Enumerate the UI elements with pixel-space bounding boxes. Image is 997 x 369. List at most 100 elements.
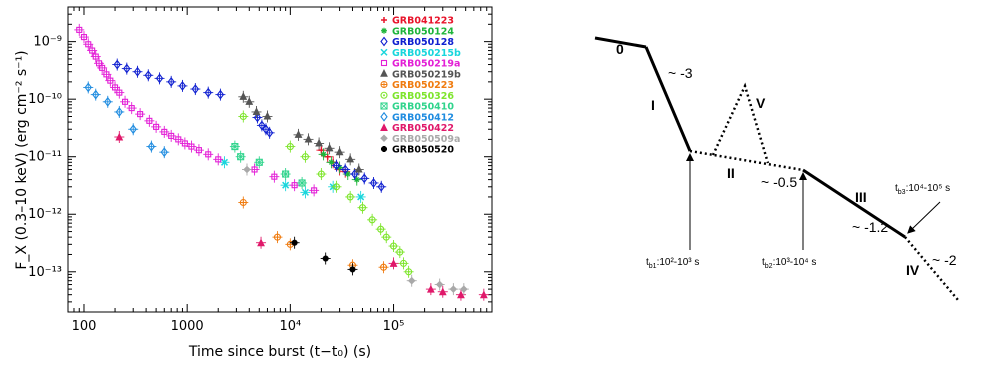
- data-point: [438, 287, 447, 296]
- data-point: [328, 159, 335, 166]
- data-point: [239, 112, 247, 121]
- data-point: [332, 183, 341, 191]
- data-point: [449, 285, 458, 293]
- legend-symbol: [380, 111, 388, 122]
- legend-entry: GRB050215b: [392, 48, 461, 59]
- data-point: [389, 259, 398, 267]
- data-point: [301, 188, 309, 196]
- data-point: [205, 151, 212, 158]
- x-tick-label: 1000: [171, 319, 204, 334]
- data-point: [103, 71, 110, 78]
- data-point: [389, 242, 398, 250]
- arrow-tb3: [907, 201, 941, 234]
- data-point: [335, 147, 344, 156]
- legend-entry: GRB041223: [392, 16, 454, 27]
- x-axis-ticks: 100 1000 10⁴ 10⁵: [67, 7, 493, 334]
- x-axis-label: Time since burst (t−t₀) (s): [188, 344, 371, 360]
- segment-label-0: 0: [616, 41, 624, 57]
- data-point: [237, 153, 245, 161]
- data-point: [121, 98, 129, 105]
- data-point: [341, 164, 349, 175]
- legend: GRB041223GRB050124GRB050128GRB050215bGRB…: [380, 16, 461, 156]
- data-point: [115, 107, 124, 117]
- data-point: [360, 173, 368, 184]
- legend-entry: GRB050422: [392, 123, 454, 134]
- segment-0-line: [594, 36, 647, 49]
- segment-label-IV: IV: [906, 262, 920, 278]
- data-points: [74, 23, 489, 301]
- segment-III-line: [802, 168, 906, 239]
- data-point: [111, 84, 119, 91]
- y-tick-label: 10⁻¹³: [28, 265, 62, 280]
- data-point: [191, 84, 200, 94]
- data-point: [353, 176, 360, 183]
- data-point: [354, 164, 363, 173]
- data-point: [399, 259, 408, 267]
- legend-entry: GRB050326: [392, 91, 454, 102]
- x-tick-label: 10⁴: [279, 319, 301, 334]
- data-point: [178, 81, 187, 91]
- data-point: [113, 59, 121, 70]
- data-point: [282, 170, 290, 178]
- data-point: [357, 193, 365, 201]
- data-point: [377, 225, 385, 233]
- data-point: [167, 76, 175, 87]
- data-point: [147, 141, 156, 152]
- data-point: [188, 143, 195, 150]
- data-point: [216, 89, 225, 100]
- legend-symbol: [380, 102, 388, 110]
- data-point: [245, 97, 254, 105]
- data-point: [85, 41, 92, 48]
- data-point: [243, 165, 251, 174]
- legend-entry: GRB050223: [392, 80, 454, 91]
- data-point: [304, 134, 313, 143]
- data-point: [116, 89, 123, 96]
- data-point: [220, 158, 229, 166]
- data-point: [350, 169, 359, 179]
- data-point: [368, 216, 376, 224]
- data-point: [129, 124, 137, 135]
- data-point: [460, 285, 468, 293]
- legend-entry: GRB050412: [392, 112, 454, 123]
- data-point: [317, 170, 325, 178]
- data-point: [84, 82, 92, 93]
- data-point: [344, 171, 351, 178]
- data-point: [255, 158, 263, 166]
- data-point: [377, 181, 385, 192]
- data-point: [239, 198, 247, 207]
- data-point: [271, 173, 278, 180]
- legend-symbol: [380, 48, 388, 56]
- data-point: [107, 77, 114, 84]
- legend-symbol: [380, 123, 388, 132]
- data-point: [298, 179, 306, 187]
- data-point: [265, 127, 274, 138]
- data-point: [382, 233, 390, 241]
- data-point: [273, 233, 282, 241]
- slope-label-I: ~ -3: [668, 65, 693, 81]
- data-point: [379, 263, 388, 271]
- data-point: [291, 182, 298, 189]
- data-point: [479, 290, 488, 299]
- data-point: [294, 130, 303, 138]
- slope-label-II: ~ -0.5: [761, 174, 797, 190]
- data-point: [181, 140, 188, 147]
- segment-IV-line: [904, 236, 959, 301]
- y-axis-label-group: F_X (0.3–10 keV) (erg cm⁻² s⁻¹): [14, 50, 30, 269]
- legend-entry: GRB050520: [392, 145, 454, 156]
- data-point: [155, 73, 164, 84]
- data-point: [286, 143, 294, 151]
- data-point: [175, 136, 182, 143]
- data-point: [358, 204, 367, 212]
- canonical-lightcurve-schematic: 0 I II III IV V ~ -3 ~ -0.5 ~ -1.2 ~ -2 …: [594, 36, 959, 301]
- legend-entry: GRB050219a: [392, 59, 460, 70]
- legend-symbol: [380, 59, 388, 67]
- segment-label-V: V: [756, 95, 766, 111]
- x-tick-label: 10⁵: [383, 319, 405, 334]
- y-tick-label: 10⁻⁹: [33, 35, 62, 50]
- legend-symbol: [380, 69, 388, 77]
- segment-I-line: [644, 46, 692, 152]
- data-point: [435, 280, 444, 289]
- segment-label-III: III: [855, 189, 867, 205]
- data-point: [396, 248, 404, 256]
- data-point: [252, 107, 261, 115]
